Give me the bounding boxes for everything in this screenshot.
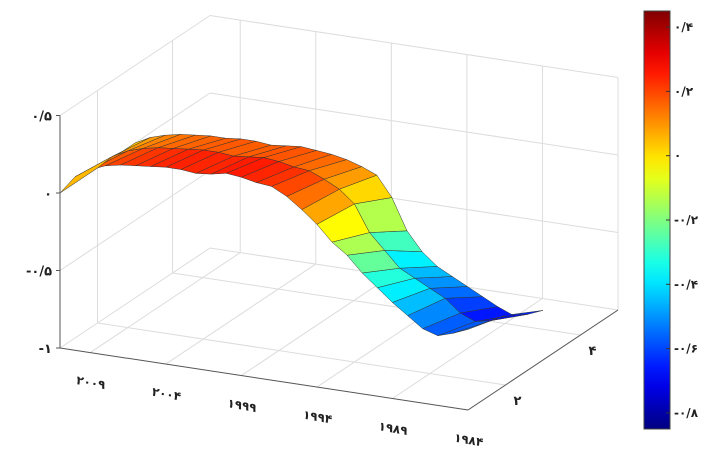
grid-line-side-z-0 bbox=[59, 15, 211, 116]
colorbar-tick-label-3: -۰/۲ bbox=[674, 213, 699, 227]
grid bbox=[59, 15, 619, 411]
grid-line-back-z-1 bbox=[209, 92, 619, 156]
colorbar-tick-label-4: -۰/۴ bbox=[674, 277, 698, 291]
surface-patch-0-0 bbox=[59, 156, 113, 194]
z-tick-label-2: -۰/۵ bbox=[26, 265, 52, 280]
x-tick-label-4: ۱۹۸۹ bbox=[377, 419, 409, 438]
x-tick-label-5: ۱۹۸۴ bbox=[453, 431, 484, 450]
colorbar-tick-label-1: ۰/۲ bbox=[674, 84, 694, 98]
grid-line-floor-x-2 bbox=[241, 275, 392, 376]
grid-line-side-z-3 bbox=[59, 247, 211, 349]
grid-line-floor-x-1 bbox=[165, 263, 317, 365]
grid-line-back-z-0 bbox=[209, 15, 619, 78]
z-tick-label-1: ۰ bbox=[44, 187, 52, 202]
x-axis-line bbox=[59, 347, 469, 411]
y-tick-label-1: ۴ bbox=[589, 344, 597, 359]
colorbar: ۰/۴ ۰/۲ ۰ -۰/۲ -۰/۴ -۰/۶ -۰/۸ bbox=[643, 10, 699, 430]
grid-line-side-z-2 bbox=[59, 170, 211, 271]
colorbar-tick-label-5: -۰/۶ bbox=[674, 342, 698, 356]
grid-line-floor-y-1 bbox=[172, 272, 581, 336]
colorbar-tick-label-0: ۰/۴ bbox=[674, 20, 693, 34]
surface bbox=[59, 134, 544, 336]
colorbar-tick-label-6: -۰/۸ bbox=[674, 406, 699, 420]
grid-line-floor-x-0 bbox=[89, 252, 241, 354]
x-tick-label-0: ۲۰۰۹ bbox=[75, 373, 107, 392]
y-tick-label-0: ۲ bbox=[514, 394, 522, 409]
z-tick-label-3: -۱ bbox=[39, 342, 52, 357]
colorbar-bar bbox=[643, 10, 671, 430]
axes: ۰/۵ ۰ -۰/۵ -۱ ۲۰۰۹ ۲۰۰۴ ۱۹۹۹ ۱۹۹۴ ۱۹۸۹ ۱۹۸۴ ۲ ۴ bbox=[26, 110, 619, 450]
x-tick-label-3: ۱۹۹۴ bbox=[302, 408, 333, 427]
x-tick-label-2: ۱۹۹۹ bbox=[226, 396, 258, 415]
y-axis-line bbox=[467, 309, 619, 411]
colorbar-tick-label-2: ۰ bbox=[674, 149, 681, 163]
x-tick-label-1: ۲۰۰۴ bbox=[151, 385, 182, 404]
grid-line-floor-y-0 bbox=[97, 322, 506, 386]
z-tick-label-0: ۰/۵ bbox=[31, 110, 52, 125]
